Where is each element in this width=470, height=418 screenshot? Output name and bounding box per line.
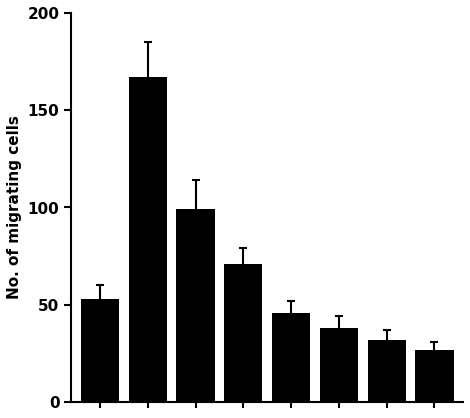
Bar: [176, 209, 215, 402]
Bar: [129, 77, 167, 402]
Bar: [81, 299, 119, 402]
Bar: [368, 340, 406, 402]
Bar: [272, 313, 310, 402]
Y-axis label: No. of migrating cells: No. of migrating cells: [7, 115, 22, 299]
Bar: [415, 349, 454, 402]
Bar: [224, 264, 262, 402]
Bar: [320, 328, 358, 402]
